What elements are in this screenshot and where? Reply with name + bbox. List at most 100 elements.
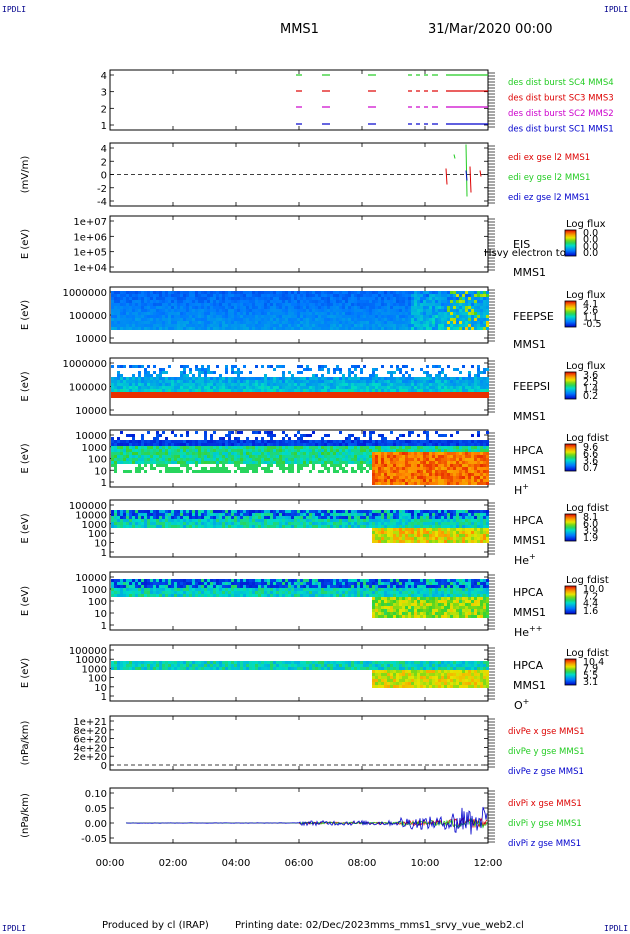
feepse-panel-cell: [420, 300, 423, 303]
feepsi-panel-cell: [168, 389, 171, 392]
feepsi-panel-cell: [258, 386, 261, 389]
hpca_h-panel-cell: [405, 473, 408, 476]
feepse-panel-cell: [477, 324, 480, 327]
feepse-panel-cell: [237, 309, 240, 312]
colorbar-tick-hpca_h: 3.6: [583, 456, 598, 467]
hpca_h-panel-cell: [318, 455, 321, 458]
feepsi-panel-cell: [333, 386, 336, 389]
hpca_h-panel-cell: [441, 449, 444, 452]
feepse-panel-cell: [231, 315, 234, 318]
hpca_he-panel-ytick-label: 1: [101, 548, 107, 559]
feepsi-panel-cell: [150, 389, 153, 392]
feepse-panel-cell: [315, 303, 318, 306]
feepse-panel-cell: [168, 321, 171, 324]
feepsi-panel-cell: [228, 392, 231, 395]
feepse-panel-cell: [177, 318, 180, 321]
feepse-panel-cell: [345, 306, 348, 309]
feepsi-panel-cell: [456, 392, 459, 395]
hpca_h-panel-cell: [339, 467, 342, 470]
feepse-panel-cell: [318, 297, 321, 300]
hpca_h-panel-cell: [486, 446, 489, 449]
hpca_h-panel-cell: [459, 458, 462, 461]
feepse-panel-cell: [174, 327, 177, 330]
feepse-panel-cell: [285, 300, 288, 303]
hpca_h-panel-cell: [399, 446, 402, 449]
feepsi-panel-cell: [291, 377, 294, 380]
hpca_h-panel-cell: [303, 434, 306, 437]
feepse-panel-cell: [240, 294, 243, 297]
feepsi-panel-cell: [126, 392, 129, 395]
feepse-panel-cell: [291, 321, 294, 324]
feepsi-panel-cell: [201, 380, 204, 383]
hpca_h-panel-cell: [336, 449, 339, 452]
feepsi-panel-cell: [240, 389, 243, 392]
feepse-panel-cell: [156, 306, 159, 309]
feepse-panel-cell: [249, 291, 252, 294]
feepse-panel-cell: [147, 324, 150, 327]
hpca_h-panel-cell: [150, 464, 153, 467]
feepsi-panel-cell: [372, 368, 375, 371]
feepsi-panel-cell: [387, 386, 390, 389]
feepse-panel-cell: [219, 309, 222, 312]
hpca_h-panel-cell: [243, 452, 246, 455]
hpca_h-panel-cell: [336, 461, 339, 464]
hpca_he-panel-cell: [147, 513, 150, 516]
feepse-panel-cell: [123, 306, 126, 309]
hpca_he-panel-cell: [198, 525, 201, 528]
feepse-panel-cell: [315, 291, 318, 294]
feepse-panel-cell: [381, 291, 384, 294]
feepsi-panel-cell: [465, 377, 468, 380]
feepse-panel-cell: [279, 294, 282, 297]
hpca_h-panel-cell: [366, 446, 369, 449]
feepse-panel-cell: [291, 300, 294, 303]
feepse-panel-cell: [468, 312, 471, 315]
burst-panel-ytick-label: 1: [101, 121, 107, 132]
hpca_he-panel-cell: [126, 516, 129, 519]
hpca_he-panel-cell: [180, 510, 183, 513]
hpca_h-panel-cell: [279, 464, 282, 467]
hpca_he-panel-cell: [120, 522, 123, 525]
feepse-panel-cell: [237, 327, 240, 330]
feepse-panel-cell: [285, 306, 288, 309]
hpca_h-panel-cell: [291, 455, 294, 458]
hpca_h-panel-cell: [258, 452, 261, 455]
hpca_h-panel-cell: [399, 455, 402, 458]
hpca_he-panel-cell: [240, 522, 243, 525]
feepse-panel-cell: [216, 300, 219, 303]
hpca_he-panel-ytick-label: 10000: [75, 510, 107, 521]
feepse-panel-cell: [195, 291, 198, 294]
hpca_h-panel-cell: [270, 440, 273, 443]
feepsi-panel-cell: [231, 380, 234, 383]
feepse-panel-cell: [222, 294, 225, 297]
feepse-panel-cell: [219, 306, 222, 309]
hpca_h-panel-cell: [192, 470, 195, 473]
hpca_he-panel-cell: [240, 510, 243, 513]
feepsi-panel-cell: [306, 383, 309, 386]
feepse-panel-cell: [153, 309, 156, 312]
feepse-panel-cell: [414, 327, 417, 330]
hpca_h-panel-cell: [255, 455, 258, 458]
hpca_h-panel-cell: [456, 440, 459, 443]
feepse-panel-cell: [444, 321, 447, 324]
hpca_h-panel-cell: [396, 449, 399, 452]
hpca_he-panel-cell: [126, 522, 129, 525]
hpca_h-panel-cell: [441, 473, 444, 476]
feepsi-panel-cell: [402, 392, 405, 395]
feepse-panel-cell: [138, 309, 141, 312]
hpca_h-panel-cell: [180, 452, 183, 455]
feepse-panel-cell: [186, 327, 189, 330]
feepse-panel-cell: [216, 318, 219, 321]
feepsi-panel-cell: [318, 392, 321, 395]
hpca_h-panel-cell: [240, 470, 243, 473]
hpca_h-panel-cell: [345, 440, 348, 443]
hpca_he-panel-cell: [249, 519, 252, 522]
hpca_h-panel-cell: [276, 449, 279, 452]
feepse-panel-cell: [258, 324, 261, 327]
feepsi-panel-cell: [429, 389, 432, 392]
feepse-panel-cell: [294, 312, 297, 315]
hpca_h-panel-cell: [369, 434, 372, 437]
hpca_h-panel-cell: [114, 443, 117, 446]
feepsi-panel-cell: [312, 383, 315, 386]
feepsi-panel-cell: [246, 380, 249, 383]
feepsi-panel-cell: [426, 380, 429, 383]
